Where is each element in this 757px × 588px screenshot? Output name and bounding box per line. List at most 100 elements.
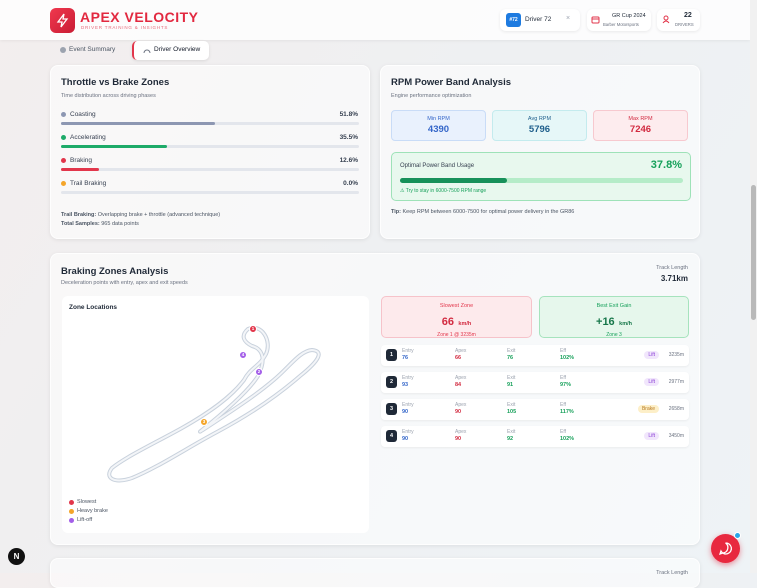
zone-entry: 93 (402, 382, 409, 388)
band-hint: ⚠ Try to stay in 6000-7500 RPM range (400, 188, 487, 194)
zone-row[interactable]: 4 Entry 90 Apex 90 Exit 92 Eff 102% Lift 3450m (381, 426, 689, 447)
tab-active[interactable]: Driver Overview (132, 41, 209, 60)
scrollbar[interactable] (750, 0, 757, 573)
throttle-card: Throttle vs Brake Zones Time distributio… (50, 65, 370, 239)
logo-icon (56, 13, 69, 28)
track-map (107, 325, 321, 483)
zone-row[interactable]: 3 Entry 90 Apex 90 Exit 105 Eff 117% Brake 2658m (381, 399, 689, 420)
zone-row[interactable]: 2 Entry 93 Apex 84 Exit 91 Eff 97% Lift 2977m (381, 372, 689, 393)
note-label: Trail Braking: (61, 212, 97, 218)
driver-badge: #72 (506, 13, 521, 27)
map-panel: Zone Locations Slowest Heavy brake Lift-of… (62, 296, 369, 533)
row-label: Accelerating (70, 134, 106, 141)
band-value: 37.8% (650, 159, 682, 171)
card-subtitle: Time distribution across driving phases (61, 93, 156, 99)
rpm-stat: Max RPM 7246 (593, 110, 688, 141)
card-subtitle: Engine performance optimization (391, 93, 472, 99)
best-exit-label: Best Exit Gain (596, 303, 632, 309)
row-label: Trail Braking (70, 180, 107, 187)
zone-col-label: Apex (455, 375, 467, 381)
zone-col-label: Entry (402, 348, 414, 354)
drivers-label: DRIVERS (675, 22, 694, 27)
zone-marker[interactable]: 4 (239, 351, 247, 359)
slowest-label: Slowest Zone (439, 303, 474, 309)
zone-col-label: Apex (455, 402, 467, 408)
slowest-zone: Slowest Zone 66 km/h Zone 1 @ 3235m (381, 296, 532, 338)
zone-exit: 91 (507, 382, 514, 388)
legend-dot (69, 500, 74, 505)
row-value: 0.0% (343, 180, 358, 187)
row-track (61, 168, 359, 171)
rpm-stat-label: Max RPM (628, 116, 653, 122)
calendar-icon (591, 16, 600, 24)
row-dot (61, 181, 66, 186)
card-subtitle: Deceleration points with entry, apex and… (61, 280, 188, 286)
drivers-icon (662, 15, 670, 24)
row-bar (61, 145, 167, 148)
zone-apex: 84 (455, 382, 462, 388)
zone-col-label: Apex (455, 429, 467, 435)
clear-driver[interactable]: × (566, 15, 571, 22)
zone-apex: 66 (455, 355, 462, 361)
corner-badge[interactable]: N (8, 548, 25, 565)
row-value: 35.5% (339, 134, 358, 141)
slowest-value-row: 66 km/h (382, 312, 531, 330)
note: Trail Braking: Overlapping brake + throt… (61, 212, 220, 218)
legend-label: Heavy brake (77, 508, 108, 514)
best-exit-value: +16 (596, 316, 615, 328)
row-track (61, 122, 359, 125)
zone-col-label: Exit (507, 348, 516, 354)
tip-label: Tip: (391, 209, 401, 215)
best-exit: Best Exit Gain +16 km/h Zone 3 (539, 296, 689, 338)
row-label: Braking (70, 157, 93, 164)
row-dot (61, 135, 66, 140)
rpm-stat: Avg RPM 5796 (492, 110, 587, 141)
band-label: Optimal Power Band Usage (400, 163, 475, 169)
rpm-stat: Min RPM 4390 (391, 110, 486, 141)
track-length: 3.71km (660, 274, 688, 283)
zone-row[interactable]: 1 Entry 76 Apex 66 Exit 76 Eff 102% Lift 3235m (381, 345, 689, 366)
chat-icon (718, 542, 733, 556)
slowest-detail: Zone 1 @ 3235m (437, 332, 476, 338)
tab[interactable]: Event Summary (69, 46, 116, 53)
zone-distance: 3450m (668, 433, 684, 439)
best-exit-value-row: +16 km/h (540, 312, 688, 330)
samples: Total Samples: 965 data points (61, 221, 139, 227)
zone-col-label: Eff (560, 402, 567, 408)
zone-number: 4 (386, 430, 397, 442)
row-bar (61, 168, 99, 171)
scroll-thumb[interactable] (751, 185, 756, 320)
driver-select[interactable]: #72 Driver 72 × (500, 9, 580, 31)
zone-type: Lift (644, 378, 659, 386)
tagline: DRIVER TRAINING & INSIGHTS (81, 25, 169, 30)
chat-dot (734, 532, 741, 539)
tab-dot (60, 47, 66, 53)
map-title: Zone Locations (69, 304, 118, 311)
logo[interactable] (50, 8, 75, 33)
note-text: Overlapping brake + throttle (advanced t… (97, 212, 221, 218)
event-info[interactable]: GR Cup 2024 Barber Motorsports (587, 9, 651, 31)
legend-dot (69, 518, 74, 523)
zone-marker[interactable]: 2 (255, 368, 263, 376)
tab-icon (143, 49, 151, 54)
zone-distance: 2658m (668, 406, 684, 412)
zone-entry: 90 (402, 436, 409, 442)
zone-marker[interactable]: 3 (200, 418, 208, 426)
slowest-unit: km/h (458, 321, 472, 327)
track-outline (107, 325, 321, 483)
zone-col-label: Entry (402, 402, 414, 408)
zone-col-label: Eff (560, 375, 567, 381)
zone-distance: 3235m (668, 352, 684, 358)
band-fill (400, 178, 507, 183)
zone-col-label: Apex (455, 348, 467, 354)
zone-type: Brake (637, 405, 659, 413)
zone-marker[interactable]: 1 (249, 325, 257, 333)
zone-type: Lift (644, 351, 659, 359)
chat-button[interactable] (711, 532, 741, 563)
samples-text: 965 data points (101, 221, 139, 227)
card-title: Throttle vs Brake Zones (61, 77, 170, 88)
power-band: Optimal Power Band Usage 37.8% ⚠ Try to … (391, 152, 691, 201)
zone-entry: 90 (402, 409, 409, 415)
driver-name: Driver 72 (525, 16, 552, 23)
